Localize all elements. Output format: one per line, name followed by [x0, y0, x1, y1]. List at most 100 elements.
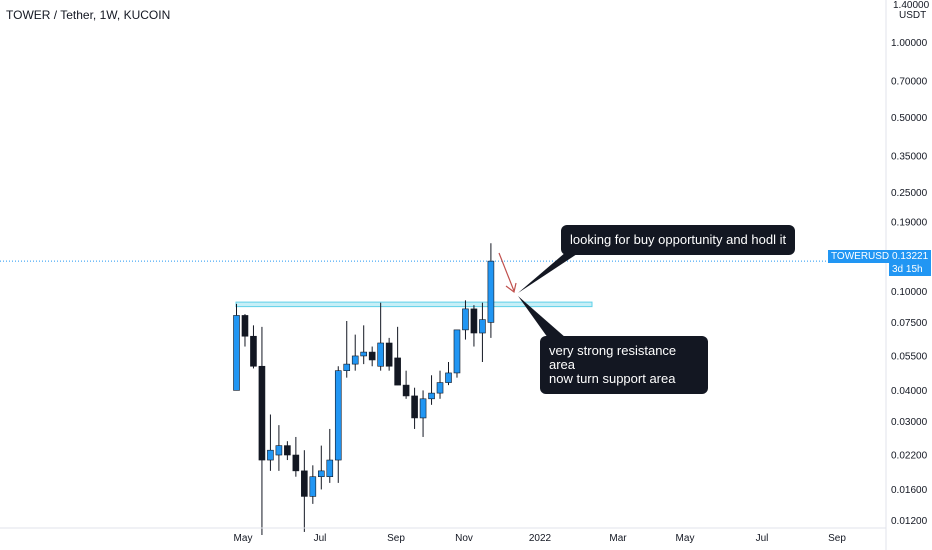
candle[interactable]	[241, 314, 249, 347]
candle-body	[402, 384, 410, 397]
candle-body	[343, 363, 351, 371]
callout-pointer-top	[518, 252, 580, 293]
y-tick-label: 0.10000	[891, 287, 928, 298]
candle-body	[250, 335, 257, 367]
candle[interactable]	[334, 366, 342, 483]
candle[interactable]	[351, 334, 359, 371]
candle[interactable]	[267, 414, 274, 471]
y-tick-label: 0.19000	[891, 217, 928, 228]
y-tick-label: 0.50000	[891, 113, 928, 124]
price-axis-unit: USDT	[899, 10, 926, 21]
candle[interactable]	[275, 425, 283, 471]
candle[interactable]	[317, 445, 325, 490]
x-tick-label: May	[676, 533, 695, 544]
price-axis-top-value: 1.40000	[893, 0, 930, 11]
x-tick-label: Sep	[828, 533, 846, 544]
candle[interactable]	[394, 326, 401, 386]
candle[interactable]	[428, 375, 435, 405]
annotation-support-text: very strong resistance area now turn sup…	[549, 343, 677, 386]
candle[interactable]	[233, 303, 240, 391]
candle[interactable]	[479, 302, 486, 363]
candle-body	[241, 315, 249, 337]
candle-body	[462, 308, 469, 331]
x-tick-label: Jul	[314, 533, 327, 544]
candle-body	[275, 445, 283, 456]
down-arrow-line	[498, 252, 515, 292]
y-tick-label: 0.05500	[891, 351, 928, 362]
candle-body	[258, 365, 266, 461]
candle[interactable]	[326, 428, 334, 483]
last-price-tag: 0.13221	[889, 250, 932, 263]
candle-body	[284, 445, 291, 456]
candle[interactable]	[436, 370, 444, 399]
candle-body	[428, 392, 435, 400]
y-tick-label: 0.01600	[891, 485, 928, 496]
candle[interactable]	[445, 362, 452, 386]
candle[interactable]	[250, 325, 257, 369]
candle-body	[394, 357, 401, 386]
candle[interactable]	[301, 450, 308, 532]
annotation-buy-text: looking for buy opportunity and hodl it	[570, 232, 787, 247]
y-tick-label: 0.02200	[891, 451, 928, 462]
candle[interactable]	[402, 370, 410, 399]
candle[interactable]	[487, 243, 495, 338]
candle-body	[233, 315, 240, 391]
candle-body	[436, 382, 444, 394]
candle-body	[317, 470, 325, 478]
candle[interactable]	[284, 441, 291, 461]
down-arrow-head	[505, 282, 517, 294]
candle[interactable]	[411, 387, 418, 429]
resistance-support-zone[interactable]	[235, 301, 593, 308]
candle-body	[309, 476, 317, 497]
candle-body	[419, 398, 427, 419]
candle[interactable]	[292, 436, 300, 477]
x-tick-label: May	[234, 533, 253, 544]
candle[interactable]	[462, 300, 469, 340]
x-tick-label: Nov	[455, 533, 473, 544]
callout-pointer-bottom	[518, 296, 566, 338]
candle-body	[292, 454, 300, 472]
candle-body	[385, 342, 393, 367]
candle-body	[351, 355, 359, 365]
y-tick-label: 0.70000	[891, 76, 928, 87]
candle[interactable]	[377, 302, 384, 371]
candle[interactable]	[343, 320, 351, 378]
annotation-support-area: very strong resistance area now turn sup…	[540, 336, 708, 394]
candle[interactable]	[453, 329, 461, 378]
x-tick-label: Jul	[756, 533, 769, 544]
y-tick-label: 0.25000	[891, 188, 928, 199]
candle-body	[377, 342, 384, 367]
ticker-symbol-tag: TOWERUSDT	[828, 250, 899, 263]
x-tick-label: 2022	[529, 533, 552, 544]
y-tick-label: 0.07500	[891, 318, 928, 329]
candle[interactable]	[258, 326, 266, 535]
candle[interactable]	[368, 346, 376, 367]
countdown-tag: 3d 15h	[889, 263, 931, 276]
candle[interactable]	[470, 305, 478, 347]
candle[interactable]	[419, 390, 427, 437]
y-tick-label: 0.35000	[891, 151, 928, 162]
candle-body	[411, 395, 418, 419]
candle-body	[470, 308, 478, 334]
y-tick-label: 1.00000	[891, 38, 928, 49]
candle[interactable]	[360, 325, 368, 365]
candle-body	[487, 260, 495, 323]
x-tick-label: Sep	[387, 533, 405, 544]
candle[interactable]	[385, 337, 393, 371]
candle[interactable]	[309, 465, 317, 504]
y-tick-label: 0.03000	[891, 417, 928, 428]
annotation-buy-opportunity: looking for buy opportunity and hodl it	[561, 225, 796, 255]
candle-body	[479, 319, 486, 334]
candle-body	[368, 351, 376, 361]
candle-body	[360, 351, 368, 357]
x-tick-label: Mar	[609, 533, 627, 544]
candle-body	[267, 449, 274, 461]
candle-body	[334, 370, 342, 461]
y-tick-label: 0.01200	[891, 516, 928, 527]
candle-body	[453, 329, 461, 374]
chart-title: TOWER / Tether, 1W, KUCOIN	[6, 8, 171, 22]
y-tick-label: 0.04000	[891, 386, 928, 397]
candle-body	[326, 459, 334, 478]
candle-body	[301, 470, 308, 497]
